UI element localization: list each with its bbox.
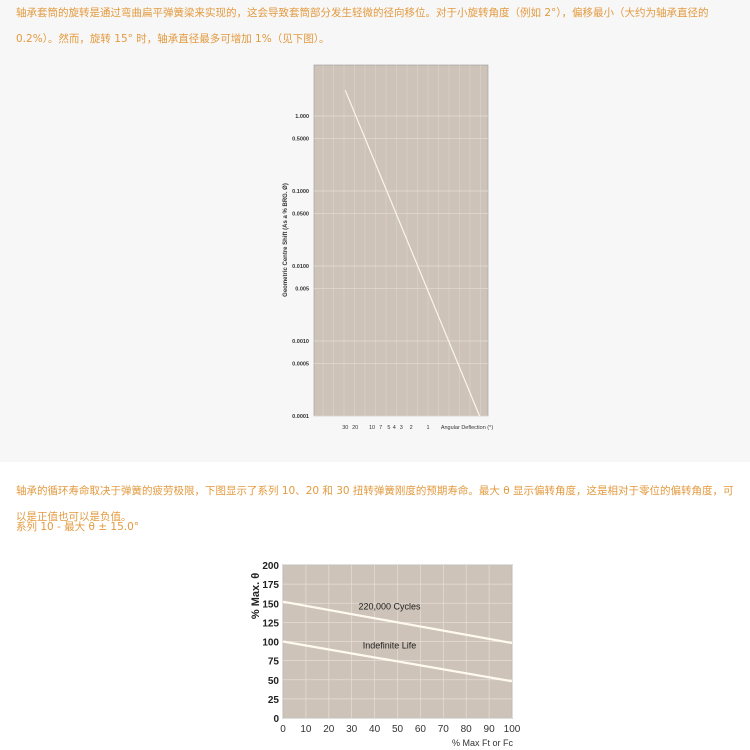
chart2-xtick-label: 30 (346, 724, 358, 735)
chart2-series-label: Indefinite Life (363, 640, 417, 650)
intro-paragraph: 轴承套筒的旋转是通过弯曲扁平弹簧梁来实现的，这会导致套筒部分发生轻微的径向移位。… (16, 7, 709, 45)
chart2-xtick-label: 70 (438, 724, 450, 735)
chart1-series-line (344, 90, 481, 417)
chart2-ytick-label: 175 (262, 580, 279, 591)
chart1-ytick-label: 0.0010 (292, 339, 309, 345)
chart1-xtick-label: 1 (426, 425, 429, 431)
chart2-ylabel: % Max. θ (250, 573, 262, 619)
chart1-ytick-label: 0.1000 (292, 189, 309, 195)
chart1-xtick-label: 10 (369, 425, 375, 431)
chart1-xtick-label: 5 (387, 425, 390, 431)
chart2-xtick-label: 40 (369, 724, 381, 735)
chart2-ytick-label: 75 (268, 657, 280, 668)
chart2-ytick-label: 125 (262, 618, 279, 629)
chart2-xtick-label: 50 (392, 724, 404, 735)
chart1-ytick-label: 0.5000 (292, 137, 309, 143)
chart2-ytick-label: 50 (268, 676, 280, 687)
chart1-xtick-label: 7 (379, 425, 382, 431)
chart2-xtick-label: 20 (323, 724, 335, 735)
chart2-xtick-label: 90 (484, 724, 496, 735)
chart2-xtick-label: 100 (504, 724, 521, 735)
chart2-xtick-label: 80 (461, 724, 473, 735)
chart1-xtick-label: 2 (410, 425, 413, 431)
chart1-xlabel: Angular Deflection (°) (441, 425, 494, 431)
chart2-xtick-label: 60 (415, 724, 427, 735)
chart1-ytick-label: 0.0005 (292, 362, 309, 368)
chart1-ytick-label: 0.0500 (292, 212, 309, 218)
series-heading: 系列 10 - 最大 θ ± 15.0° (16, 521, 140, 533)
chart1-ytick-label: 1.000 (295, 114, 309, 120)
chart2-ytick-label: 25 (268, 695, 280, 706)
chart1-xtick-label: 3 (400, 425, 403, 431)
chart2-series-line (282, 600, 513, 645)
chart2-ytick-label: 200 (262, 561, 279, 572)
chart1-ytick-label: 0.0001 (292, 414, 309, 420)
chart1-xtick-label: 4 (393, 425, 396, 431)
chart2-ytick-label: 100 (262, 638, 279, 649)
chart2-series-label: 220,000 Cycles (358, 601, 421, 611)
chart1-ylabel: Geometric Centre Shift (As a % BRG. Ø) (283, 183, 289, 297)
chart1-xtick-label: 30 (342, 425, 348, 431)
centre-shift-chart: Geometric Centre Shift (As a % BRG. Ø) A… (283, 64, 494, 431)
chart2-ytick-label: 150 (262, 599, 279, 610)
life-paragraph: 轴承的循环寿命取决于弹簧的疲劳极限，下图显示了系列 10、20 和 30 扭转弹… (16, 485, 734, 523)
chart2-xlabel: % Max Ft or Fc (452, 738, 514, 748)
chart1-xtick-label: 20 (352, 425, 358, 431)
chart2-xtick-label: 0 (280, 724, 286, 735)
chart2-xtick-label: 10 (300, 724, 312, 735)
chart2-series-line (282, 640, 513, 683)
chart2-ytick-label: 0 (273, 714, 279, 725)
chart1-ytick-label: 0.005 (295, 287, 309, 293)
chart1-ytick-label: 0.0100 (292, 264, 309, 270)
